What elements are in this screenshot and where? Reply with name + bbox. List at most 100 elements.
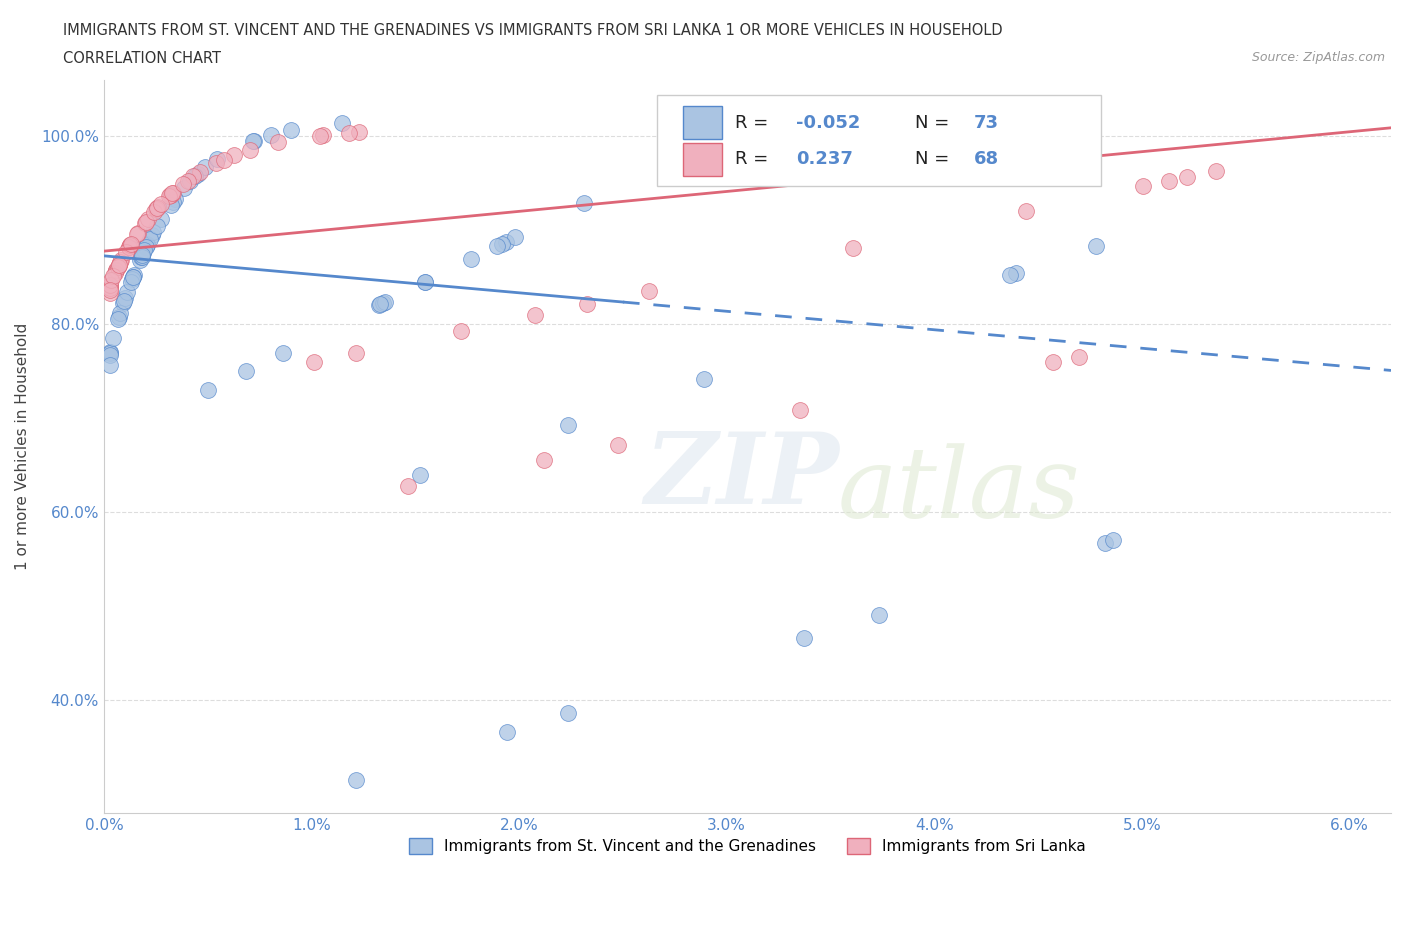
Point — [98, 286, 121, 300]
Point — [450, 324, 472, 339]
Point — [141, 227, 163, 242]
Point — [114, 291, 136, 306]
Point — [344, 773, 367, 788]
Point — [267, 135, 290, 150]
Text: CORRELATION CHART: CORRELATION CHART — [63, 51, 221, 66]
Text: R =: R = — [734, 113, 773, 132]
Point — [108, 258, 131, 272]
FancyBboxPatch shape — [683, 143, 721, 176]
Point — [110, 253, 132, 268]
Point — [160, 186, 183, 201]
Point — [271, 345, 294, 360]
Point — [127, 227, 149, 242]
Point — [572, 195, 595, 210]
Point — [127, 225, 149, 240]
Point — [1067, 349, 1090, 364]
Point — [98, 345, 121, 360]
Point — [112, 294, 135, 309]
Point — [197, 382, 219, 397]
Point — [131, 249, 153, 264]
Point — [134, 243, 156, 258]
Point — [533, 452, 555, 467]
FancyBboxPatch shape — [683, 106, 721, 140]
Point — [311, 128, 333, 143]
Point — [107, 258, 129, 272]
Point — [107, 260, 129, 275]
Text: 0.237: 0.237 — [796, 151, 853, 168]
Point — [162, 185, 184, 200]
Point — [150, 196, 173, 211]
Point — [1000, 268, 1022, 283]
Point — [368, 298, 391, 312]
Point — [183, 169, 205, 184]
Point — [396, 478, 419, 493]
Point — [1042, 354, 1064, 369]
Point — [495, 234, 517, 249]
Text: 73: 73 — [974, 113, 1000, 132]
Point — [204, 156, 226, 171]
FancyBboxPatch shape — [658, 95, 1101, 186]
Point — [374, 295, 396, 310]
Point — [347, 125, 370, 140]
Text: atlas: atlas — [838, 443, 1080, 538]
Point — [129, 253, 152, 268]
Point — [98, 279, 121, 294]
Point — [177, 173, 200, 188]
Point — [132, 246, 155, 260]
Point — [523, 308, 546, 323]
Point — [491, 236, 513, 251]
Point — [100, 272, 122, 287]
Point — [136, 237, 159, 252]
Point — [842, 240, 865, 255]
Point — [1015, 204, 1038, 219]
Point — [344, 346, 367, 361]
Point — [868, 607, 890, 622]
Point — [222, 148, 245, 163]
Point — [607, 438, 630, 453]
Point — [1101, 533, 1123, 548]
Point — [98, 346, 121, 361]
Point — [1132, 179, 1154, 193]
Point — [103, 268, 125, 283]
Point — [131, 247, 153, 262]
Point — [120, 236, 142, 251]
Point — [159, 187, 181, 202]
Point — [118, 239, 141, 254]
Text: N =: N = — [915, 113, 955, 132]
Point — [142, 225, 165, 240]
Point — [260, 127, 283, 142]
Point — [173, 180, 195, 195]
Point — [134, 216, 156, 231]
Text: R =: R = — [734, 151, 773, 168]
Y-axis label: 1 or more Vehicles in Household: 1 or more Vehicles in Household — [15, 323, 30, 570]
Text: Source: ZipAtlas.com: Source: ZipAtlas.com — [1251, 51, 1385, 64]
Point — [371, 296, 394, 311]
Point — [131, 249, 153, 264]
Point — [112, 296, 135, 311]
Point — [162, 194, 184, 209]
Point — [159, 188, 181, 203]
Point — [114, 245, 136, 259]
Point — [142, 205, 165, 219]
Point — [150, 212, 173, 227]
Point — [121, 270, 143, 285]
Point — [118, 240, 141, 255]
Point — [184, 169, 207, 184]
Point — [212, 153, 235, 167]
Point — [98, 347, 121, 362]
Point — [1175, 170, 1198, 185]
Point — [505, 230, 527, 245]
Point — [557, 418, 579, 432]
Point — [309, 128, 332, 143]
Point — [194, 160, 217, 175]
Point — [146, 200, 169, 215]
Point — [172, 177, 194, 192]
Point — [120, 237, 142, 252]
Point — [163, 192, 186, 206]
Point — [101, 330, 124, 345]
Point — [105, 262, 128, 277]
Point — [415, 274, 437, 289]
Point — [108, 255, 131, 270]
Point — [368, 297, 391, 312]
Text: N =: N = — [915, 151, 955, 168]
